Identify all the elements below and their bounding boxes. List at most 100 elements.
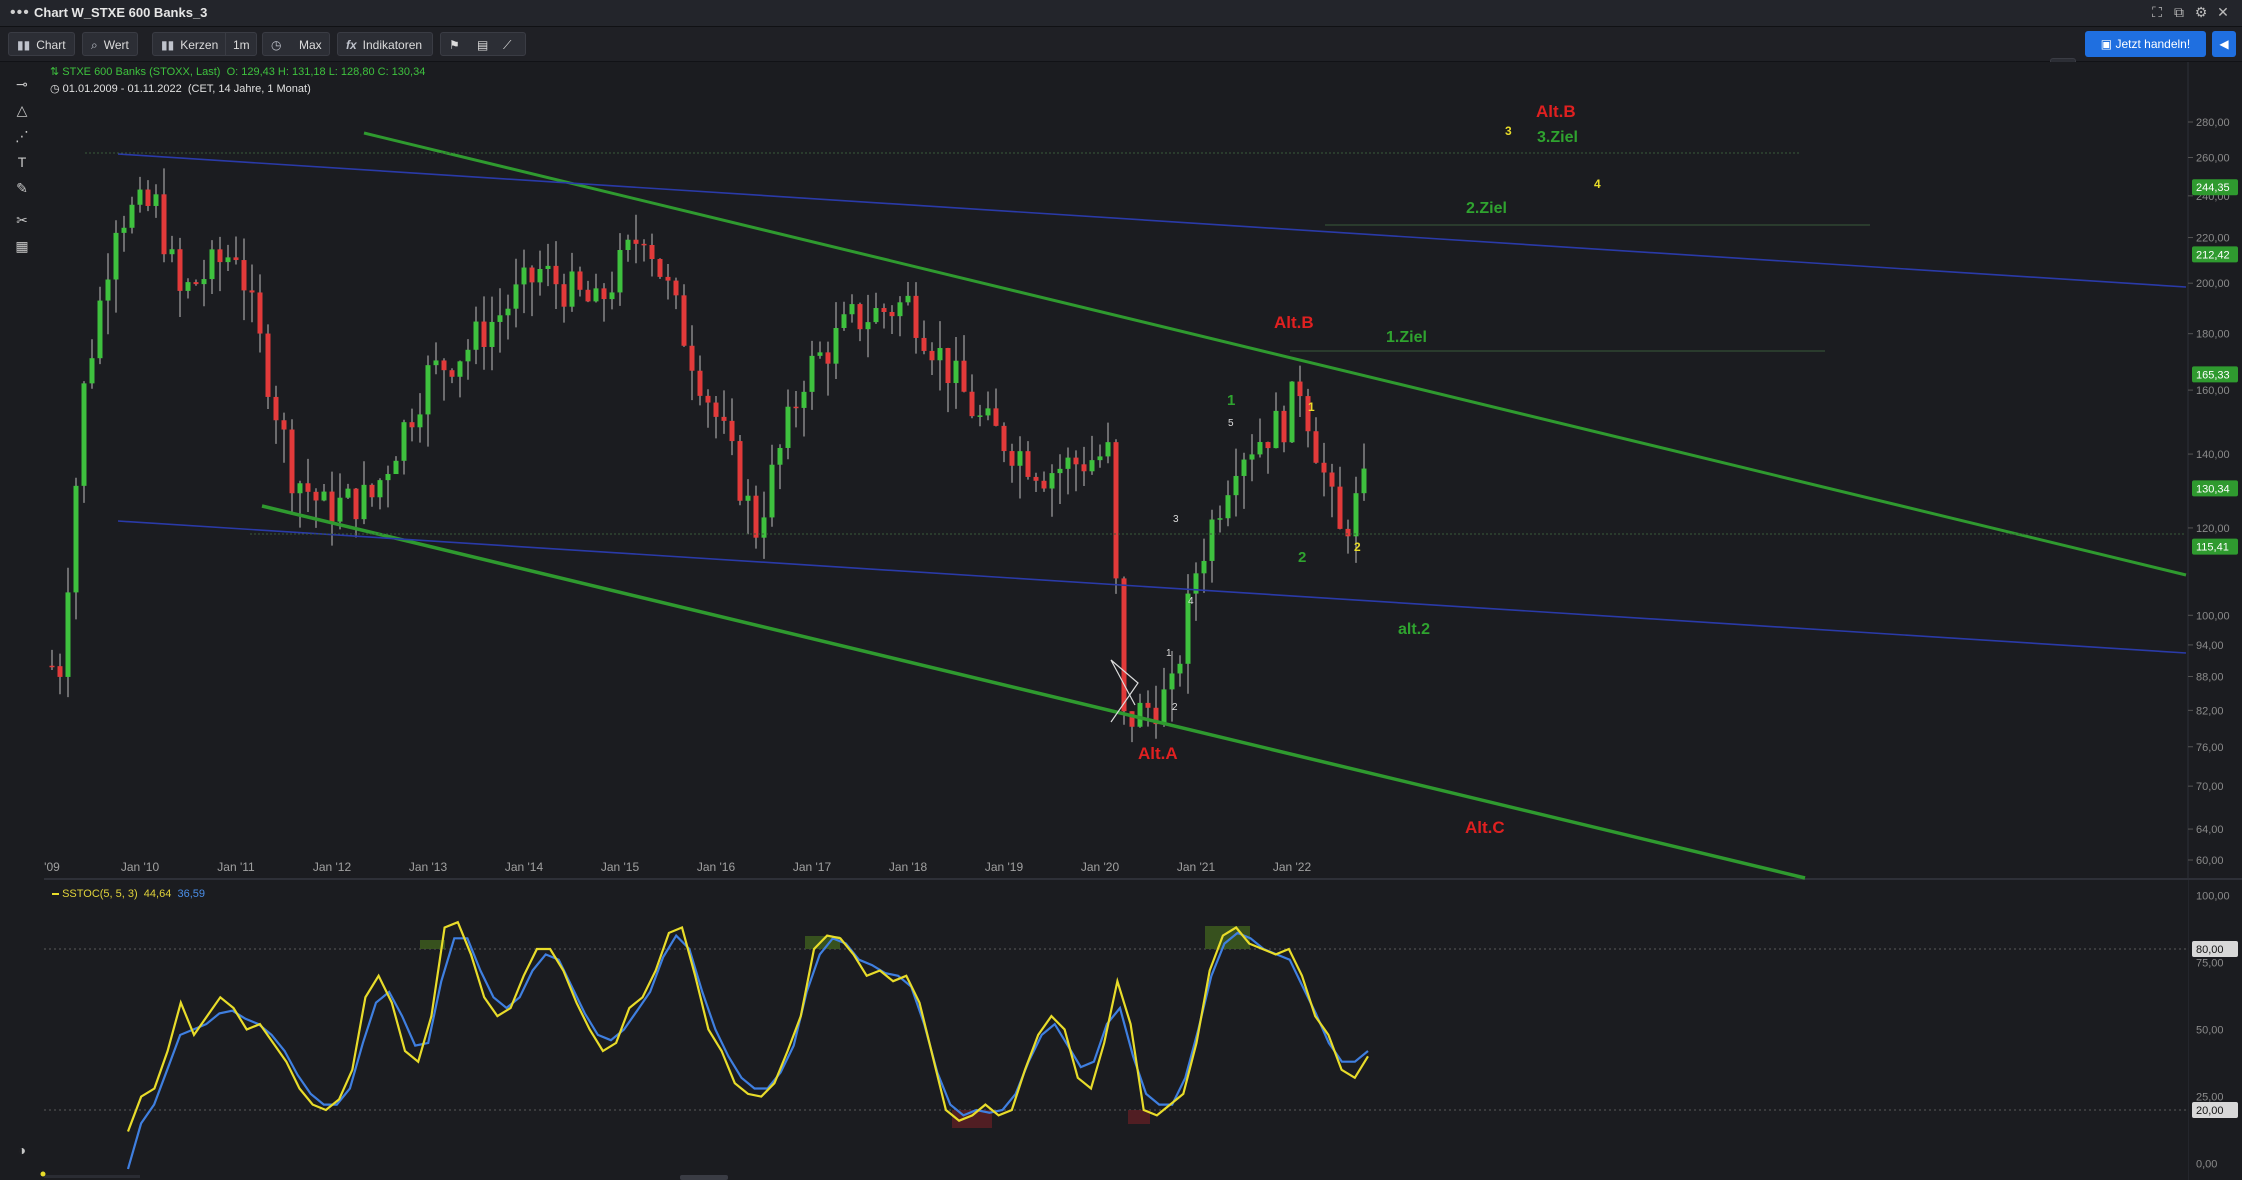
candles-button[interactable]: ▮▮ Kerzen 1m <box>152 32 257 56</box>
detach-icon[interactable]: ⧉ <box>2174 4 2184 20</box>
candle-body <box>481 321 487 347</box>
candle-body <box>65 592 71 677</box>
time-tick-label: Jan '22 <box>1273 860 1312 874</box>
candle-body <box>521 267 527 285</box>
trash-icon[interactable]: ▦ <box>15 238 29 254</box>
oscillator-legend[interactable]: SSTOC(5, 5, 3) 44,64 36,59 <box>52 888 205 900</box>
template-icon[interactable]: ▤ <box>477 38 489 52</box>
tools-icon[interactable]: ✂ <box>16 212 28 228</box>
candle-body <box>49 665 55 668</box>
draw-tools-icon[interactable]: ⟋ <box>503 38 512 52</box>
lower-blue-trendline <box>117 520 2187 654</box>
trade-now-button[interactable]: ▣ Jetzt handeln! <box>2085 31 2206 57</box>
triangle-icon[interactable]: △ <box>16 102 28 118</box>
candle-body <box>817 352 823 356</box>
candle-body <box>1017 451 1023 466</box>
candle-series <box>49 168 1367 743</box>
osc-tick-label: 75,00 <box>2196 957 2224 969</box>
upper-blue-trendline <box>117 153 2187 288</box>
candle-body <box>977 415 983 417</box>
price-level-labels: 244,35 212,42 165,33 130,34 115,41 <box>2192 179 2238 555</box>
candle-body <box>1289 381 1295 443</box>
candle-body <box>993 408 999 426</box>
time-axis[interactable]: '09 Jan '10 Jan '11 Jan '12 Jan '13 Jan '14 Ja… <box>44 860 1311 874</box>
candle-body <box>713 402 719 417</box>
candle-body <box>1177 663 1183 674</box>
osc-level-text: 20,00 <box>2196 1105 2224 1117</box>
candle-legend-icon: ⇅ <box>50 66 63 78</box>
price-tick-label: 60,00 <box>2196 855 2224 867</box>
scroll-track <box>44 1175 140 1178</box>
candle-body <box>201 279 207 285</box>
instrument-legend: ⇅ STXE 600 Banks (STOXX, Last) O: 129,43… <box>50 66 426 78</box>
candle-body <box>305 483 311 492</box>
close-icon[interactable]: ✕ <box>2217 4 2229 20</box>
candle-body <box>497 315 503 322</box>
time-tick-label: Jan '18 <box>889 860 928 874</box>
text-tool-icon[interactable]: T <box>17 154 27 170</box>
clock-icon: ◷ <box>50 83 63 95</box>
candle-body <box>121 227 127 233</box>
candle-body <box>657 259 663 277</box>
price-label-box <box>2192 366 2238 383</box>
candle-body <box>1113 442 1119 579</box>
candle-body <box>401 422 407 461</box>
bookmark-icon[interactable]: ⚑ <box>449 38 460 52</box>
candle-body <box>753 495 759 538</box>
candle-body <box>105 279 111 301</box>
indicators-button[interactable]: fx Indikatoren <box>337 32 433 56</box>
candle-body <box>1313 431 1319 463</box>
price-axis[interactable]: 280,00260,00240,00220,00200,00180,00160,… <box>2188 117 2230 867</box>
wave-2-small: 2 <box>1172 702 1178 713</box>
candle-body <box>505 308 511 316</box>
candle-body <box>73 485 79 593</box>
price-tick-label: 140,00 <box>2196 449 2230 461</box>
wave-1-yellow: 1 <box>1308 400 1315 414</box>
value-search-button[interactable]: ⌕ Wert <box>82 32 138 56</box>
chart-icon: ▮▮ <box>17 38 31 52</box>
screenshot-icon[interactable]: ⛶ <box>2152 4 2162 20</box>
candle-body <box>473 321 479 350</box>
candle-body <box>457 361 463 377</box>
price-label-text: 130,34 <box>2196 483 2230 495</box>
osc-level-box <box>2192 941 2238 957</box>
theme-toggle-icon[interactable]: ◑ <box>17 1142 27 1158</box>
date-range: ◷ 01.01.2009 - 01.11.2022 (CET, 14 Jahre… <box>50 83 311 95</box>
time-tick-label: Jan '13 <box>409 860 448 874</box>
candle-body <box>705 395 711 403</box>
candle-body <box>185 282 191 291</box>
wave-5-small: 5 <box>1228 418 1234 429</box>
candle-body <box>81 383 87 486</box>
chevron-left-icon: ◀ <box>2219 37 2229 51</box>
crosshair-icon[interactable]: ⊸ <box>16 76 28 92</box>
price-tick-label: 76,00 <box>2196 742 2224 754</box>
tool-group: ⚑ ▤ ⟋ <box>440 32 526 56</box>
candle-body <box>1321 462 1327 473</box>
lower-green-trendline <box>261 504 1806 880</box>
range-button[interactable]: ◷ Max <box>262 32 330 56</box>
candle-body <box>761 517 767 538</box>
candle-body <box>1129 711 1135 727</box>
price-tick-label: 94,00 <box>2196 640 2224 652</box>
candle-body <box>553 265 559 285</box>
fibonacci-icon[interactable]: ⋰ <box>15 128 29 144</box>
pattern-lines <box>1110 659 1139 723</box>
price-label-text: 165,33 <box>2196 369 2230 381</box>
label-ziel1: 1.Ziel <box>1386 329 1427 346</box>
candle-body <box>1353 493 1359 537</box>
candle-body <box>145 189 151 206</box>
candle-body <box>649 245 655 260</box>
candle-body <box>1249 454 1255 460</box>
stoch-d-line <box>126 931 1369 1170</box>
horizontal-scrollbar[interactable] <box>680 1175 728 1180</box>
wave-1-green: 1 <box>1227 392 1235 409</box>
gear-icon[interactable]: ⚙ <box>2194 4 2208 20</box>
more-dots-icon[interactable]: ••• <box>10 4 30 21</box>
candle-body <box>1305 396 1311 432</box>
pencil-icon[interactable]: ✎ <box>16 180 28 196</box>
collapse-panel-button[interactable]: ◀ <box>2212 31 2236 57</box>
candle-body <box>793 406 799 409</box>
candle-body <box>537 269 543 283</box>
chart-button[interactable]: ▮▮ Chart <box>8 32 75 56</box>
